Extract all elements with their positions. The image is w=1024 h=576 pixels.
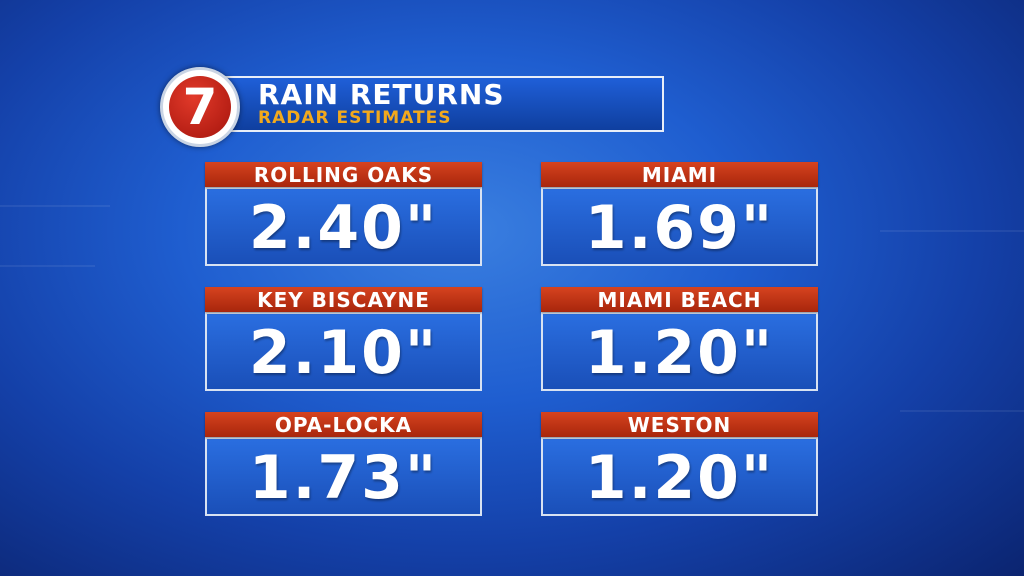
rain-amount: 1.69"	[541, 187, 818, 266]
header-subtitle: RADAR ESTIMATES	[258, 108, 452, 128]
rain-amount: 2.10"	[205, 312, 482, 391]
station-logo: 7	[160, 67, 240, 147]
location-label: OPA-LOCKA	[205, 412, 482, 437]
background-streak	[0, 265, 95, 267]
rain-amount: 1.73"	[205, 437, 482, 516]
location-label: MIAMI	[541, 162, 818, 187]
logo-number: 7	[169, 76, 231, 138]
header-title: RAIN RETURNS	[258, 78, 505, 111]
background-streak	[880, 230, 1024, 232]
location-label: KEY BISCAYNE	[205, 287, 482, 312]
location-label: ROLLING OAKS	[205, 162, 482, 187]
location-label: WESTON	[541, 412, 818, 437]
rain-amount: 2.40"	[205, 187, 482, 266]
background-streak	[900, 410, 1024, 412]
location-label: MIAMI BEACH	[541, 287, 818, 312]
rain-amount: 1.20"	[541, 312, 818, 391]
rain-amount: 1.20"	[541, 437, 818, 516]
header-bar	[205, 76, 664, 132]
background-streak	[0, 205, 110, 207]
